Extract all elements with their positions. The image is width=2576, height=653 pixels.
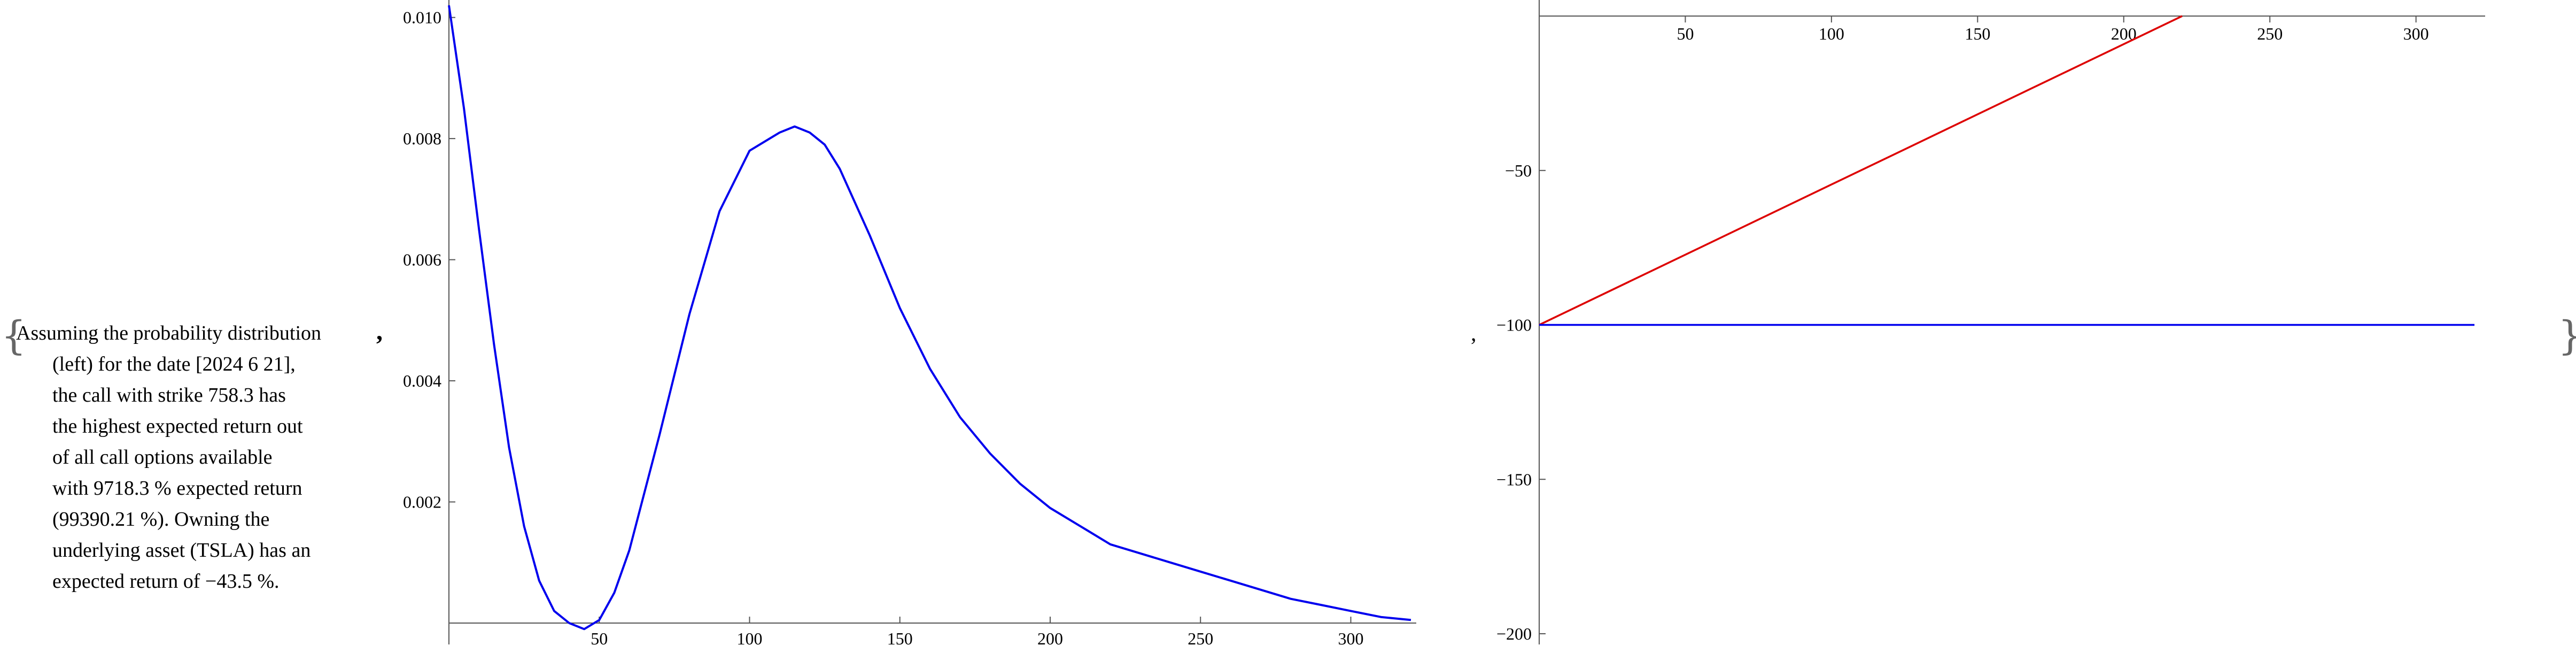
text-line: underlying asset (TSLA) has an [52, 539, 311, 562]
text-line: (99390.21 %). Owning the [52, 508, 270, 531]
text-line: the call with strike 758.3 has [52, 384, 286, 406]
call-return-line [1539, 15, 2183, 326]
text-line: expected return of −43.5 %. [52, 570, 280, 593]
x-tick-label: 300 [1338, 629, 1364, 648]
x-tick-label: 150 [887, 629, 913, 648]
x-tick-label: 250 [2257, 24, 2283, 43]
x-tick-label: 200 [1037, 629, 1063, 648]
text-line-first: Assuming the probability distribution [16, 322, 322, 344]
close-brace: } [2558, 313, 2576, 359]
expected-return-chart: 50 100 150 200 250 300−50−100−150−200 [1496, 0, 2485, 644]
text-line: with 9718.3 % expected return [52, 477, 302, 500]
x-tick-label: 50 [591, 629, 608, 648]
density-curve [448, 5, 1411, 631]
y-tick-label: −50 [1505, 161, 1532, 180]
y-tick-label: 0.008 [403, 129, 441, 148]
x-tick-label: 100 [1819, 24, 1844, 43]
comma-separator: , [376, 317, 383, 345]
text-line: the highest expected return out [52, 415, 303, 437]
x-tick-label: 100 [737, 629, 763, 648]
y-tick-label: 0.004 [403, 371, 441, 390]
y-tick-label: 0.002 [403, 493, 441, 512]
text-line: (left) for the date [2024 6 21], [52, 353, 296, 375]
text-line: of all call options available [52, 446, 273, 468]
y-tick-label: −150 [1496, 470, 1532, 489]
x-tick-label: 300 [2403, 24, 2429, 43]
x-tick-label: 150 [1965, 24, 1990, 43]
comma-separator: , [1471, 321, 1477, 346]
probability-distribution-chart: 50 100 150 200 250 300 0.002 0.004 0.006 0.008 0.0… [403, 0, 1416, 648]
x-tick-label: 50 [1677, 24, 1694, 43]
x-tick-label: 250 [1188, 629, 1213, 648]
y-tick-label: 0.010 [403, 8, 441, 27]
open-brace: { [1, 313, 27, 359]
y-tick-label: 0.006 [403, 250, 441, 270]
explanation-text: Assuming the probability distribution (l… [16, 318, 385, 597]
y-tick-label: −100 [1496, 316, 1532, 335]
y-tick-label: −200 [1496, 624, 1532, 643]
